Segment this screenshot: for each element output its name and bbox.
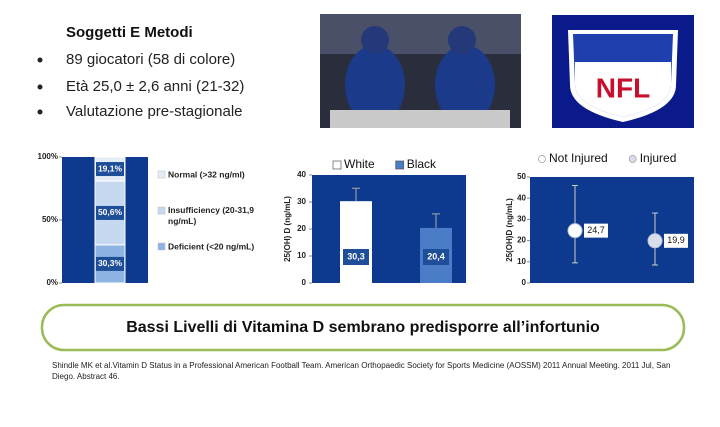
value-label-box [584,223,608,238]
legend-swatch [538,155,546,163]
value-label-box [343,249,369,265]
y-tick-label: 40 [517,193,526,202]
y-tick-label: 100% [38,152,58,161]
bullet-dot [37,84,43,90]
bullet: Valutazione pre-stagionale [66,103,243,120]
legend-swatch [157,206,166,215]
bar [340,201,372,283]
value-label-box [423,249,449,265]
value-label: 24,7 [587,225,605,235]
legend-label: Insufficiency (20-31,9 ng/mL) [168,205,254,226]
y-tick-label: 10 [517,257,526,266]
legend-swatch [628,155,637,163]
y-tick-label: 30 [517,215,526,224]
legend-label: Injured [640,151,677,165]
legend-label: Normal (>32 ng/ml) [168,169,245,179]
bullet-dot [37,57,43,63]
y-tick-label: 20 [517,236,526,245]
value-label: 50,6% [98,207,123,217]
value-label: 20,4 [427,251,445,261]
y-tick-label: 10 [297,251,306,260]
value-label: 30,3% [98,258,123,268]
conclusion-box [40,303,686,352]
y-tick-label: 50% [42,215,58,224]
value-label-box [96,205,124,220]
value-label-box [664,233,688,248]
y-axis-title: 25(OH)D (ng/mL) [505,198,514,262]
y-tick-label: 20 [297,224,306,233]
legend-label: Not Injured [549,151,608,165]
citation: Shindle MK et al.Vitamin D Status in a P… [52,361,671,381]
value-label: 30,3 [347,251,365,261]
logo-text: NFL [596,72,650,103]
title: Soggetti E Metodi [66,24,193,41]
y-axis-title: 25(OH) D (ng/mL) [283,196,292,262]
legend-swatch [395,160,405,170]
bullet: Età 25,0 ± 2,6 anni (21-32) [66,78,244,95]
plot-area [530,177,694,283]
dot [647,233,663,249]
legend-swatch [157,242,166,251]
legend-label: Deficient (<20 ng/mL) [168,241,254,251]
photo [320,14,521,128]
bullet: 89 giocatori (58 di colore) [66,51,235,68]
legend-label: Black [407,157,437,171]
nfl-logo: NFL [552,15,694,128]
value-label: 19,1% [98,163,123,173]
y-tick-label: 0 [302,278,307,287]
bullet-dot [37,109,43,115]
y-tick-label: 0 [522,278,527,287]
value-label: 19,9 [667,235,685,245]
value-label-box [96,162,124,177]
legend-swatch [332,160,342,170]
legend-label: White [344,157,375,171]
y-tick-label: 50 [517,172,526,181]
y-tick-label: 30 [297,197,306,206]
value-label-box [96,256,124,271]
conclusion: Bassi Livelli di Vitamina D sembrano pre… [126,319,600,336]
dot [567,223,583,239]
legend-swatch [157,170,166,179]
y-tick-label: 40 [297,170,306,179]
y-tick-label: 0% [46,278,58,287]
charts: 0% 50% 100% Normal (>32 ng/ml) Insufficiency… [38,151,694,287]
